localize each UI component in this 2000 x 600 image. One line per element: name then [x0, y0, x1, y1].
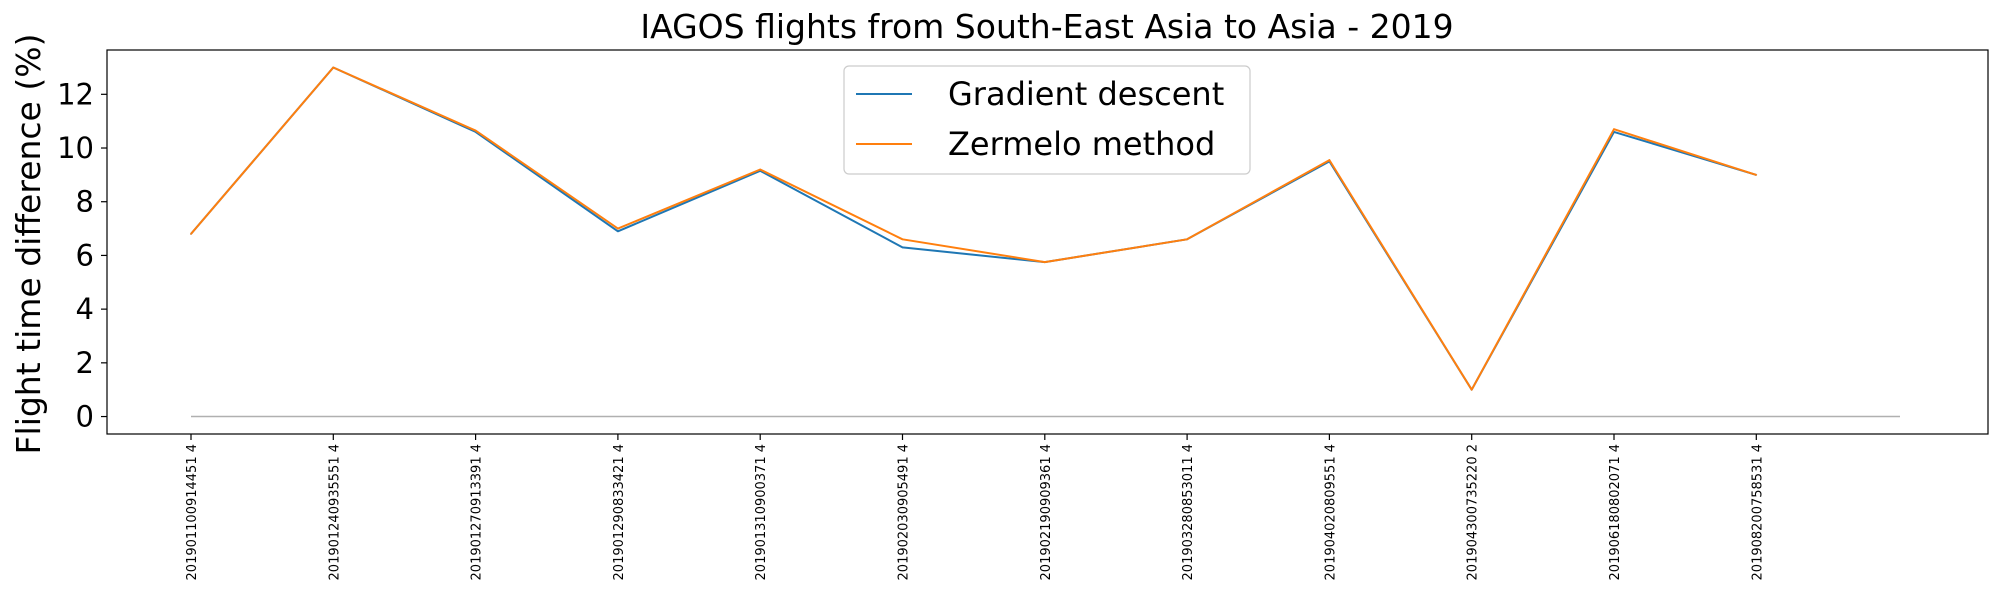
y-tick-label: 12 [57, 77, 94, 111]
legend-label: Gradient descent [948, 75, 1224, 113]
data-point [617, 227, 619, 230]
y-tick-label: 2 [76, 346, 94, 380]
data-point [332, 66, 335, 69]
data-point [1755, 174, 1758, 176]
data-point [1613, 128, 1615, 131]
y-axis-label: Flight time difference (%) [9, 34, 48, 455]
chart-title: IAGOS flights from South-East Asia to As… [640, 7, 1453, 46]
plot-area: 0 2 4 6 8 10 12 201901100914451 4 20190124093555… [57, 49, 1989, 580]
y-tick-label: 6 [76, 238, 94, 272]
legend-label: Zermelo method [948, 125, 1215, 163]
data-point [190, 233, 192, 235]
data-point [617, 230, 619, 233]
x-tick-label: 201901310900371 4 [754, 444, 769, 580]
x-tick-label: 201901290833421 4 [612, 444, 627, 580]
legend-box [843, 65, 1251, 175]
data-point [1470, 388, 1473, 391]
x-tick-label: 201906180802071 4 [1608, 444, 1623, 580]
y-tick-label: 10 [57, 131, 94, 165]
data-point [759, 168, 761, 171]
x-tick-label: 201902190909361 4 [1039, 444, 1054, 580]
data-point [1328, 159, 1331, 161]
x-tick-label: 201902030905491 4 [897, 444, 912, 580]
data-point [901, 238, 904, 241]
x-tick-label: 201901270913391 4 [470, 444, 485, 580]
data-point [474, 129, 477, 132]
y-tick-label: 4 [76, 292, 94, 326]
y-tick-label: 8 [76, 185, 94, 219]
data-point [901, 246, 904, 249]
x-tick-label: 201908200758531 4 [1750, 444, 1765, 580]
x-tick-label: 201904300735220 2 [1466, 444, 1481, 580]
x-tick-label: 201903280853011 4 [1181, 444, 1196, 580]
axes-frame [106, 49, 1989, 435]
x-tick-label: 201901240935551 4 [327, 444, 342, 580]
y-tick-label: 0 [76, 400, 94, 434]
x-tick-label: 201904020809551 4 [1323, 444, 1338, 580]
series-line-zermelo-method [190, 66, 1757, 391]
data-point [1186, 238, 1188, 241]
data-point [1044, 261, 1046, 263]
x-tick-label: 201901100914451 4 [185, 444, 200, 580]
